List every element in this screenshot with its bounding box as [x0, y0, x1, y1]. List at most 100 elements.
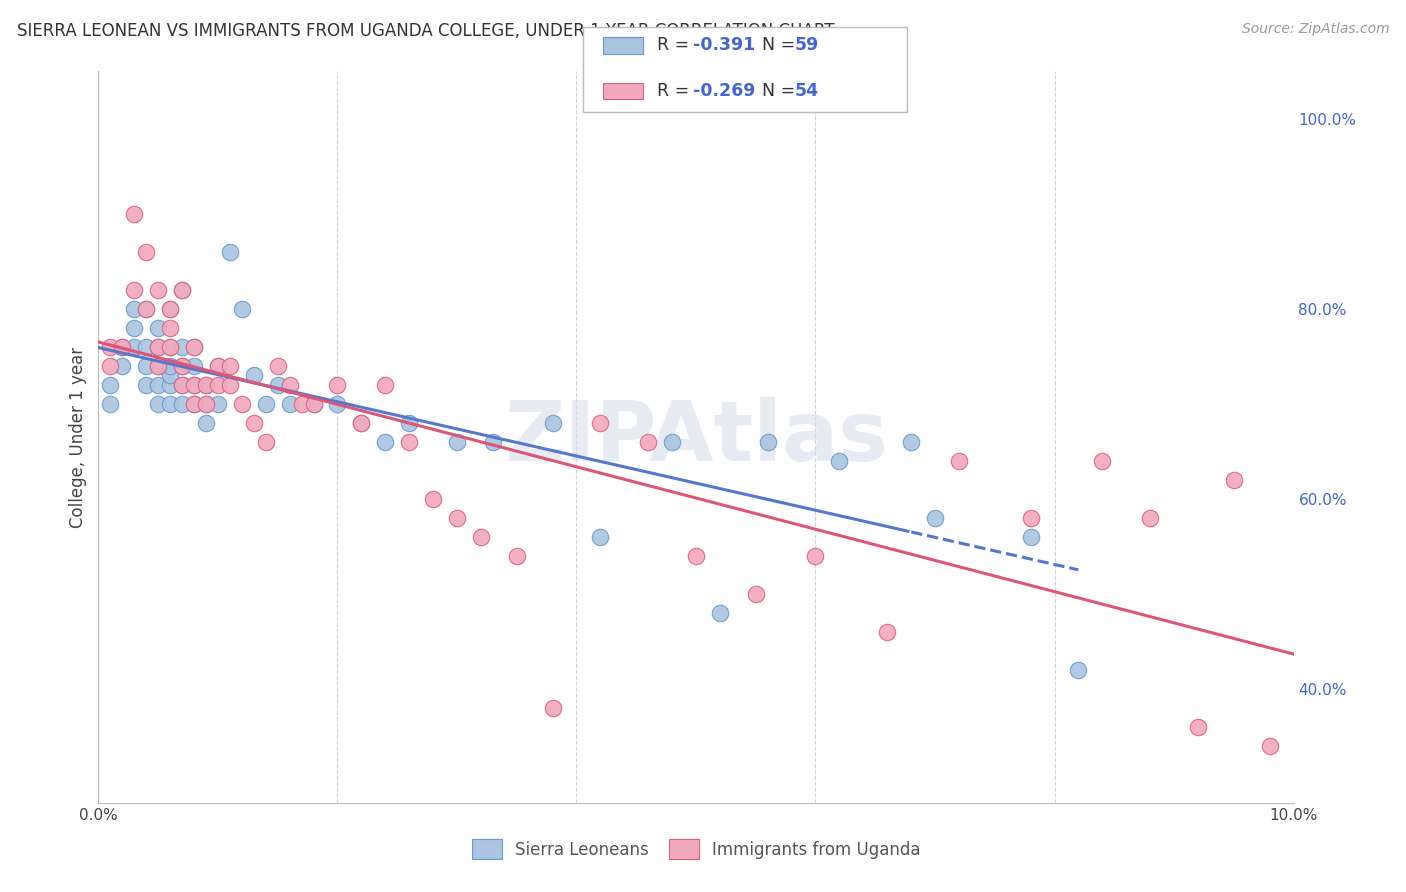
Point [159, 321, 181, 335]
Point [148, 283, 170, 297]
Point [98, 377, 122, 392]
Point [148, 340, 170, 354]
Point [135, 301, 157, 316]
Point [374, 434, 396, 449]
Point [1223, 473, 1246, 487]
Legend: Sierra Leoneans, Immigrants from Uganda: Sierra Leoneans, Immigrants from Uganda [463, 830, 929, 868]
Point [148, 359, 170, 373]
Point [541, 416, 564, 430]
Point [1019, 511, 1042, 525]
Text: -0.269: -0.269 [693, 82, 755, 100]
Point [124, 283, 146, 297]
Point [148, 397, 170, 411]
Point [470, 530, 492, 544]
Point [482, 434, 505, 449]
Point [278, 377, 301, 392]
Text: SIERRA LEONEAN VS IMMIGRANTS FROM UGANDA COLLEGE, UNDER 1 YEAR CORRELATION CHART: SIERRA LEONEAN VS IMMIGRANTS FROM UGANDA… [17, 22, 834, 40]
Text: -0.391: -0.391 [693, 37, 755, 54]
Point [183, 340, 205, 354]
Point [124, 340, 146, 354]
Point [900, 434, 922, 449]
Point [148, 321, 170, 335]
Point [172, 283, 194, 297]
Text: R =: R = [657, 37, 695, 54]
Point [98, 397, 122, 411]
Point [685, 549, 707, 563]
Point [183, 397, 205, 411]
Point [804, 549, 827, 563]
Point [159, 397, 181, 411]
Point [183, 340, 205, 354]
Point [98, 340, 122, 354]
Point [291, 397, 314, 411]
Point [350, 416, 373, 430]
Point [159, 301, 181, 316]
Point [267, 377, 290, 392]
Point [541, 701, 564, 715]
Point [446, 511, 468, 525]
Point [589, 530, 612, 544]
Point [183, 377, 205, 392]
Point [267, 359, 290, 373]
Text: N =: N = [762, 37, 801, 54]
Point [254, 434, 277, 449]
Point [159, 368, 181, 383]
Point [589, 416, 612, 430]
Point [135, 244, 157, 259]
Point [207, 359, 229, 373]
Y-axis label: College, Under 1 year: College, Under 1 year [69, 346, 87, 528]
Point [183, 359, 205, 373]
Point [183, 397, 205, 411]
Text: N =: N = [762, 82, 801, 100]
Point [159, 340, 181, 354]
Point [124, 321, 146, 335]
Point [326, 397, 349, 411]
Point [172, 359, 194, 373]
Point [1067, 663, 1090, 677]
Point [948, 454, 970, 468]
Point [219, 244, 242, 259]
Point [111, 340, 134, 354]
Text: 54: 54 [794, 82, 818, 100]
Point [207, 397, 229, 411]
Point [745, 587, 768, 601]
Point [159, 340, 181, 354]
Point [195, 416, 218, 430]
Point [374, 377, 396, 392]
Point [231, 301, 253, 316]
Point [124, 207, 146, 221]
Text: 59: 59 [794, 37, 818, 54]
Point [1019, 530, 1042, 544]
Point [219, 377, 242, 392]
Point [302, 397, 325, 411]
Point [350, 416, 373, 430]
Point [207, 359, 229, 373]
Point [219, 359, 242, 373]
Point [756, 434, 779, 449]
Point [135, 377, 157, 392]
Point [172, 340, 194, 354]
Point [195, 377, 218, 392]
Point [243, 368, 266, 383]
Point [148, 340, 170, 354]
Point [302, 397, 325, 411]
Text: ZIPAtlas: ZIPAtlas [503, 397, 889, 477]
Point [1139, 511, 1161, 525]
Point [135, 301, 157, 316]
Point [243, 416, 266, 430]
Point [637, 434, 659, 449]
Point [278, 397, 301, 411]
Point [326, 377, 349, 392]
Point [159, 359, 181, 373]
Point [422, 491, 444, 506]
Point [1091, 454, 1114, 468]
Point [159, 301, 181, 316]
Point [172, 283, 194, 297]
Point [876, 624, 898, 639]
Point [172, 377, 194, 392]
Point [661, 434, 683, 449]
Point [98, 359, 122, 373]
Point [172, 397, 194, 411]
Point [111, 340, 134, 354]
Point [172, 359, 194, 373]
